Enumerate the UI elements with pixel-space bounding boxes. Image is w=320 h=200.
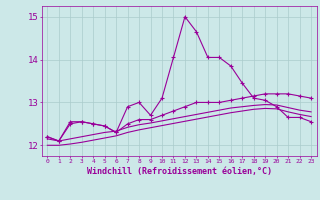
X-axis label: Windchill (Refroidissement éolien,°C): Windchill (Refroidissement éolien,°C) bbox=[87, 167, 272, 176]
